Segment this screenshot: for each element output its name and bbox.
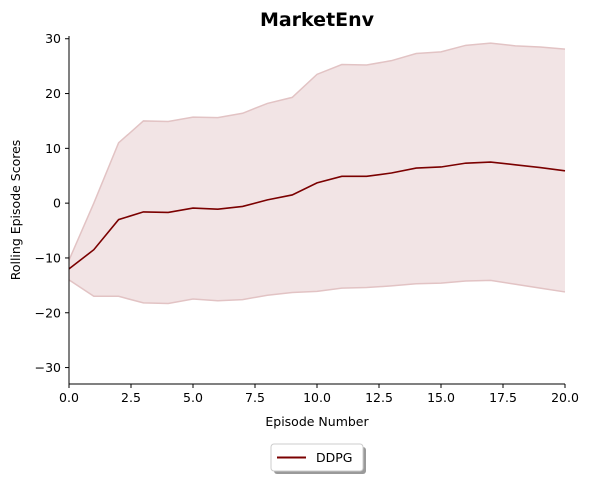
y-tick-label: 0 — [53, 196, 61, 211]
series-line-ddpg — [68, 161, 566, 270]
legend: DDPG — [270, 443, 366, 474]
y-tick-label: 10 — [45, 141, 61, 156]
y-tick-label: −20 — [35, 305, 61, 320]
legend-label-ddpg: DDPG — [316, 450, 352, 465]
x-tick-label: 20.0 — [551, 390, 579, 405]
x-axis-label: Episode Number — [265, 414, 369, 429]
y-tick-label: −30 — [35, 360, 61, 375]
x-tick-label: 10.0 — [303, 390, 331, 405]
band-lower-edge — [68, 279, 566, 305]
x-tick-label: 5.0 — [183, 390, 203, 405]
x-tick-label: 12.5 — [365, 390, 393, 405]
x-tick-label: 0.0 — [59, 390, 79, 405]
band-upper-edge — [68, 42, 566, 261]
x-tick-label: 17.5 — [489, 390, 517, 405]
x-tick-label: 7.5 — [245, 390, 265, 405]
y-tick-label: 20 — [45, 86, 61, 101]
x-tick-label: 15.0 — [427, 390, 455, 405]
x-tick-label: 2.5 — [121, 390, 141, 405]
confidence-band — [69, 43, 565, 304]
x-ticks: 0.0 2.5 5.0 7.5 10.0 12.5 15.0 17.5 20.0 — [59, 384, 579, 405]
y-axis-label: Rolling Episode Scores — [8, 140, 23, 281]
y-tick-label: 30 — [45, 31, 61, 46]
plot-area — [68, 42, 566, 305]
chart-title: MarketEnv — [260, 9, 375, 31]
y-tick-label: −10 — [35, 250, 61, 265]
y-ticks: −30 −20 −10 0 10 20 30 — [35, 31, 69, 375]
